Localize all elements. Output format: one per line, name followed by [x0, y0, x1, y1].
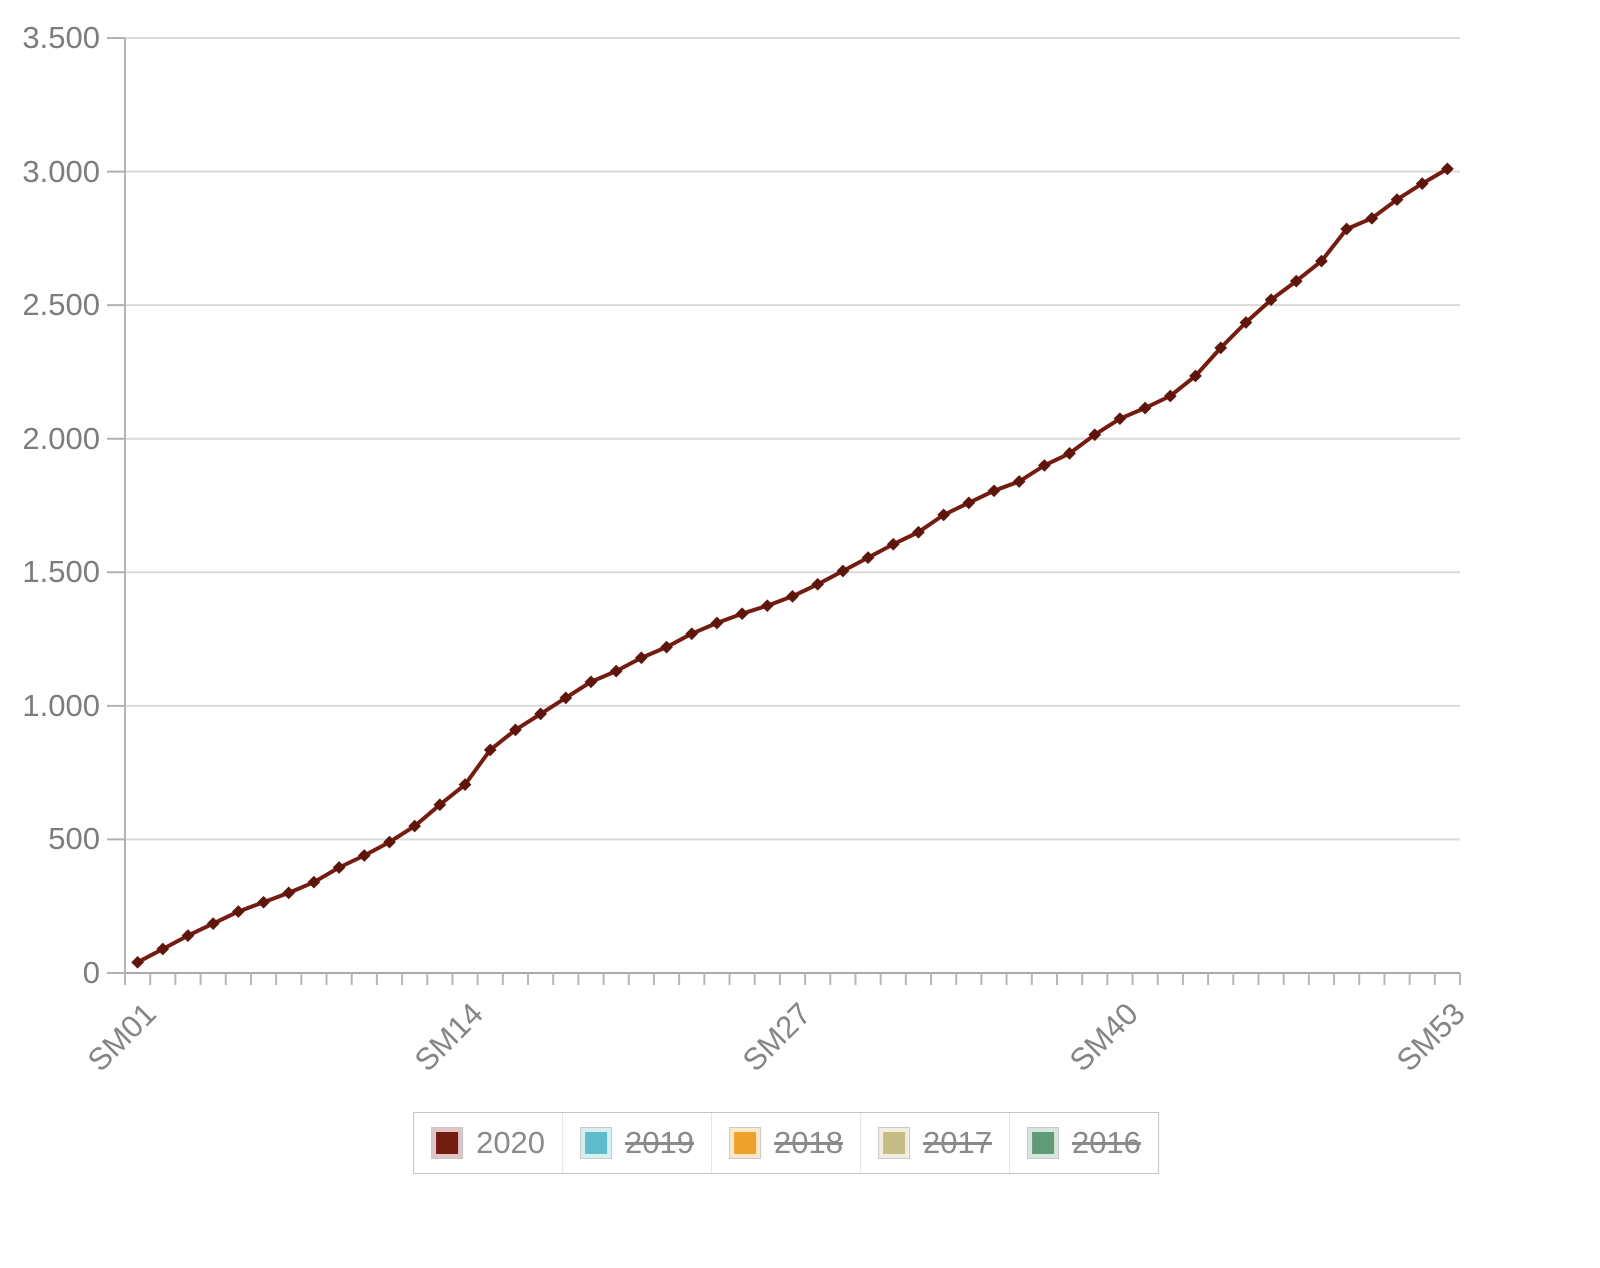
legend-swatch-2016 — [1026, 1127, 1059, 1159]
y-axis-label: 0 — [82, 955, 100, 990]
y-axis-label: 1.000 — [22, 687, 100, 723]
legend-label: 2016 — [1071, 1125, 1141, 1160]
legend-item-2019[interactable]: 2019 — [563, 1113, 713, 1173]
x-axis-ticks — [124, 973, 1461, 985]
y-axis-ticks — [107, 37, 125, 974]
y-axis-label: 500 — [48, 821, 100, 857]
legend-label: 2020 — [476, 1125, 546, 1160]
legend-item-2020[interactable]: 2020 — [414, 1113, 564, 1173]
y-axis-label: 2.500 — [22, 287, 100, 323]
legend-label: 2019 — [625, 1125, 695, 1160]
chart-legend: 2020 2019 2018 2017 2016 — [413, 1112, 1159, 1174]
legend-item-2016[interactable]: 2016 — [1010, 1113, 1158, 1173]
y-gridlines — [125, 37, 1460, 974]
legend-swatch-2020 — [431, 1127, 464, 1159]
y-axis-label: 2.000 — [22, 420, 100, 456]
legend-label: 2018 — [774, 1125, 843, 1160]
y-axis-label: 1.500 — [22, 554, 100, 590]
series-line-2020 — [135, 166, 1450, 965]
legend-label: 2017 — [922, 1125, 992, 1160]
legend-swatch-2018 — [729, 1127, 762, 1159]
series-markers-2020 — [131, 162, 1454, 969]
y-axis-label: 3.500 — [22, 20, 100, 55]
legend-item-2018[interactable]: 2018 — [712, 1113, 861, 1173]
y-axis-label: 3.000 — [22, 153, 100, 189]
legend-item-2017[interactable]: 2017 — [861, 1113, 1010, 1173]
legend-swatch-2017 — [877, 1127, 910, 1159]
legend-swatch-2019 — [580, 1127, 613, 1159]
